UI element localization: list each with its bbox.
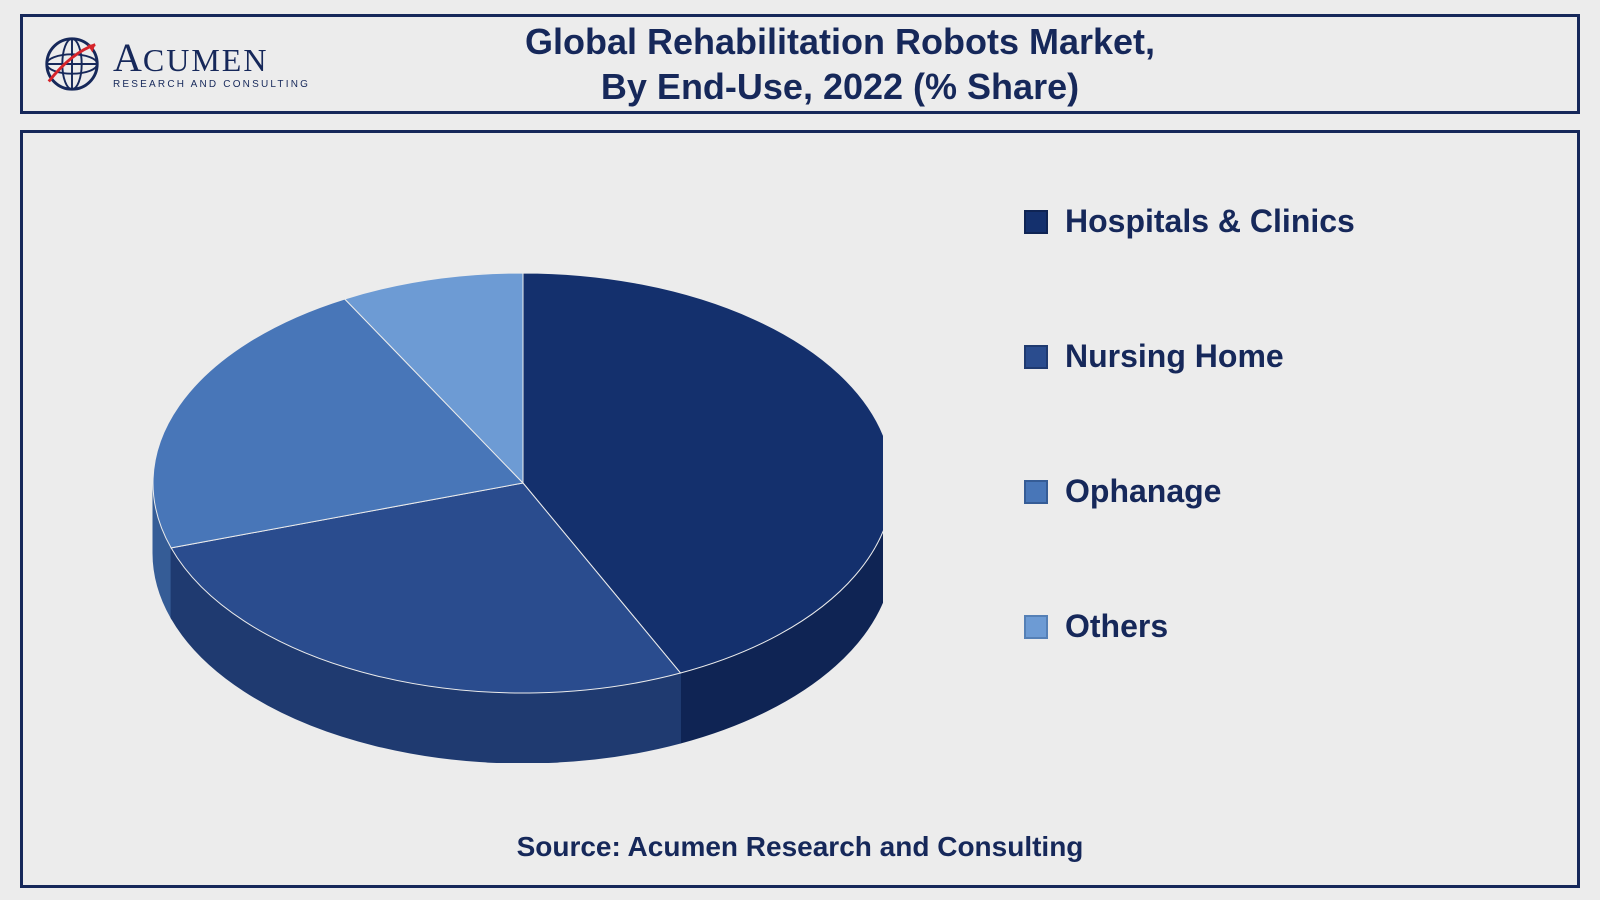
pie-chart — [83, 203, 883, 763]
legend-label: Hospitals & Clinics — [1065, 203, 1355, 240]
legend-swatch-icon — [1023, 479, 1049, 505]
legend-item: Nursing Home — [1023, 338, 1543, 375]
legend-label: Nursing Home — [1065, 338, 1284, 375]
chart-title: Global Rehabilitation Robots Market, By … — [363, 19, 1577, 109]
legend-item: Ophanage — [1023, 473, 1543, 510]
brand-name-initial: A — [113, 35, 143, 80]
brand-tagline: RESEARCH AND CONSULTING — [113, 80, 310, 90]
header-box: ACUMEN RESEARCH AND CONSULTING Global Re… — [20, 14, 1580, 114]
legend-label: Ophanage — [1065, 473, 1221, 510]
legend-swatch-icon — [1023, 614, 1049, 640]
brand-text: ACUMEN RESEARCH AND CONSULTING — [113, 38, 310, 90]
legend-item: Others — [1023, 608, 1543, 645]
title-line-1: Global Rehabilitation Robots Market, — [363, 19, 1317, 64]
brand-logo: ACUMEN RESEARCH AND CONSULTING — [23, 33, 363, 95]
legend-label: Others — [1065, 608, 1168, 645]
title-line-2: By End-Use, 2022 (% Share) — [363, 64, 1317, 109]
pie-svg — [83, 203, 883, 763]
body-box: Hospitals & Clinics Nursing Home Ophanage O… — [20, 130, 1580, 888]
brand-name-rest: CUMEN — [143, 42, 269, 78]
legend-swatch-icon — [1023, 209, 1049, 235]
legend-item: Hospitals & Clinics — [1023, 203, 1543, 240]
source-attribution: Source: Acumen Research and Consulting — [23, 831, 1577, 863]
legend-swatch-icon — [1023, 344, 1049, 370]
globe-icon — [41, 33, 103, 95]
report-frame: ACUMEN RESEARCH AND CONSULTING Global Re… — [0, 0, 1600, 900]
brand-name: ACUMEN — [113, 38, 310, 78]
legend: Hospitals & Clinics Nursing Home Ophanage O… — [1023, 203, 1543, 743]
